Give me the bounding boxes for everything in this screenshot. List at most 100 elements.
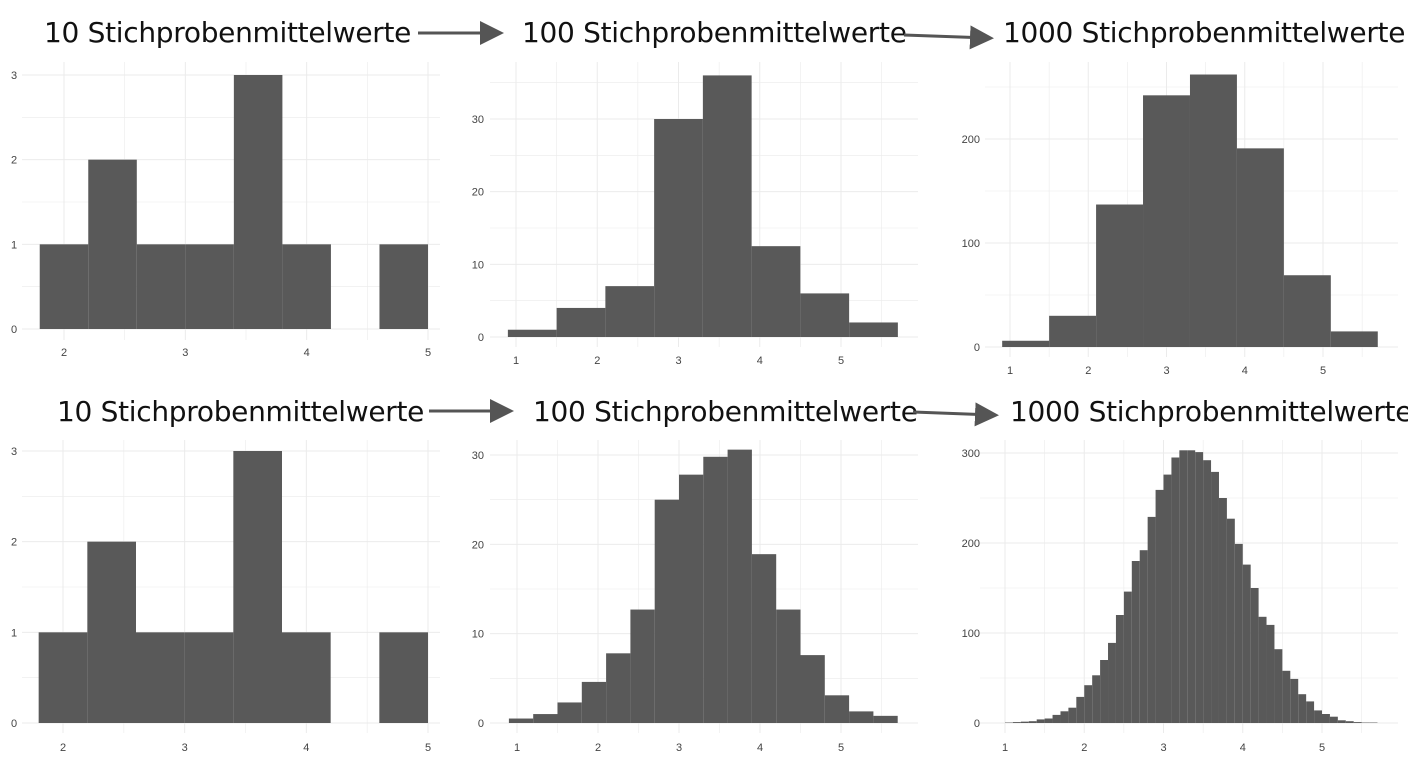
y-tick-label: 0 xyxy=(11,324,17,336)
histogram-bar xyxy=(1044,718,1053,723)
x-tick-label: 5 xyxy=(425,347,431,359)
x-tick-label: 1 xyxy=(514,742,520,754)
title-top-3: 1000 Stichprobenmittelwerte xyxy=(1003,16,1406,49)
histogram-bar xyxy=(282,632,331,723)
x-tick-label: 5 xyxy=(1319,742,1325,754)
x-tick-label: 5 xyxy=(838,355,844,367)
histogram-bar xyxy=(1298,694,1307,723)
histogram-bar xyxy=(379,244,428,329)
histogram-bar xyxy=(1234,543,1243,723)
histogram-bar xyxy=(1329,716,1338,723)
x-tick-label: 4 xyxy=(757,355,763,367)
title-bottom-3: 1000 Stichprobenmittelwerte xyxy=(1010,395,1408,428)
histogram-bar xyxy=(654,119,703,337)
y-tick-label: 100 xyxy=(962,238,980,250)
y-tick-label: 0 xyxy=(478,332,484,344)
histogram-bar xyxy=(849,322,898,337)
y-tick-label: 20 xyxy=(472,539,484,551)
histogram-bar xyxy=(1345,721,1354,723)
title-top-2: 100 Stichprobenmittelwerte xyxy=(522,16,907,49)
histogram-bar xyxy=(1068,707,1077,723)
histogram-bar xyxy=(1084,685,1093,723)
histogram-bar xyxy=(1195,452,1204,723)
x-tick-label: 5 xyxy=(425,742,431,754)
histogram-bar xyxy=(1353,722,1362,723)
histogram-bar xyxy=(39,244,89,329)
histogram-bar xyxy=(87,541,136,723)
x-tick-label: 2 xyxy=(1081,742,1087,754)
histogram-bar xyxy=(1283,275,1331,347)
histogram-bar xyxy=(1242,564,1251,723)
histogram-bar xyxy=(727,449,752,723)
y-tick-label: 0 xyxy=(974,718,980,730)
y-tick-label: 0 xyxy=(11,718,17,730)
histogram-bar xyxy=(233,75,283,329)
histogram-bar xyxy=(1187,450,1196,723)
histogram-bar xyxy=(1049,315,1097,347)
y-tick-label: 30 xyxy=(472,450,484,462)
histogram-bar xyxy=(1139,550,1148,723)
x-tick-label: 5 xyxy=(1320,365,1326,377)
x-tick-label: 2 xyxy=(1085,365,1091,377)
histogram-bar xyxy=(1282,670,1291,723)
histogram-bar xyxy=(557,702,582,723)
histogram-bar xyxy=(1163,474,1172,723)
histogram-bar xyxy=(1274,649,1283,723)
y-tick-label: 200 xyxy=(962,538,980,550)
x-tick-label: 2 xyxy=(595,742,601,754)
y-tick-label: 20 xyxy=(472,187,484,199)
histogram-bar xyxy=(581,681,607,723)
x-tick-label: 3 xyxy=(675,355,681,367)
histogram-bar xyxy=(1123,591,1132,723)
histogram-bar xyxy=(1060,711,1069,723)
histogram-bar xyxy=(136,244,186,329)
histogram-bar xyxy=(1314,710,1322,723)
x-tick-label: 4 xyxy=(1242,365,1248,377)
histogram-bar xyxy=(88,159,137,329)
histogram-bar xyxy=(702,75,752,338)
histogram-bar xyxy=(1226,518,1235,723)
histogram-bar xyxy=(873,715,898,723)
x-tick-label: 4 xyxy=(1240,742,1246,754)
histogram-bar xyxy=(1330,331,1378,347)
x-tick-label: 4 xyxy=(303,742,309,754)
arrow-icon xyxy=(903,25,994,50)
histogram-bar xyxy=(1290,678,1299,723)
arrow-icon xyxy=(912,402,999,427)
histogram-bar xyxy=(751,554,777,723)
histogram-bar xyxy=(185,244,234,329)
histogram-bar xyxy=(1236,148,1284,347)
histogram-bar xyxy=(1337,720,1346,723)
histogram-bar xyxy=(1306,701,1315,723)
histogram-bar xyxy=(1322,714,1330,723)
histogram-bar xyxy=(233,451,282,723)
histogram-bar xyxy=(1189,74,1237,348)
x-tick-label: 1 xyxy=(1002,742,1008,754)
x-tick-label: 2 xyxy=(594,355,600,367)
x-tick-label: 3 xyxy=(182,742,188,754)
y-tick-label: 2 xyxy=(11,155,17,167)
histogram-bar xyxy=(508,718,534,723)
histogram-bar xyxy=(1266,624,1275,723)
histogram-bar xyxy=(605,286,655,337)
histogram-bar xyxy=(1020,721,1029,723)
y-tick-label: 10 xyxy=(472,259,484,271)
y-tick-label: 100 xyxy=(962,628,980,640)
x-tick-label: 4 xyxy=(304,347,310,359)
y-tick-label: 3 xyxy=(11,446,17,458)
histogram-bar xyxy=(1012,722,1021,723)
title-top-1: 10 Stichprobenmittelwerte xyxy=(44,16,412,49)
histogram-bar xyxy=(1218,498,1227,723)
histogram-bar xyxy=(606,653,631,723)
x-tick-label: 3 xyxy=(676,742,682,754)
y-tick-label: 300 xyxy=(962,448,980,460)
histogram-bar xyxy=(1092,675,1101,723)
histogram-bar xyxy=(751,246,801,337)
y-tick-label: 1 xyxy=(11,239,17,251)
y-tick-label: 0 xyxy=(478,718,484,730)
histogram-bar xyxy=(1036,719,1045,723)
x-tick-label: 1 xyxy=(1007,365,1013,377)
histogram-bar xyxy=(849,711,874,723)
histogram-bar xyxy=(1211,471,1219,723)
